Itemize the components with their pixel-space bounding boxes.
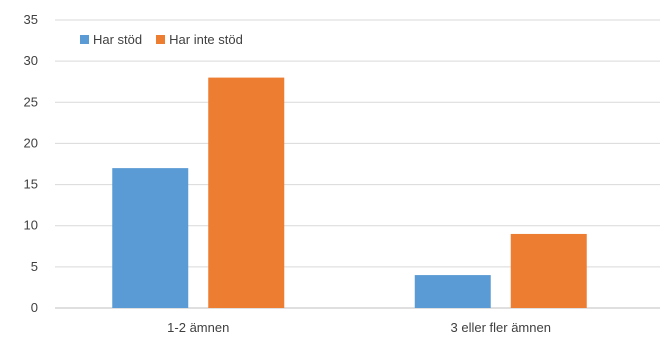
x-category-label-1: 3 eller fler ämnen	[451, 320, 551, 335]
legend-item-series-1: Har inte stöd	[156, 32, 243, 47]
legend-item-series-0: Har stöd	[80, 32, 142, 47]
x-category-label-0: 1-2 ämnen	[167, 320, 229, 335]
y-tick-label-20: 20	[24, 135, 38, 150]
legend-label-series-1: Har inte stöd	[169, 32, 243, 47]
bar-series-0-category-0	[112, 168, 189, 308]
y-tick-label-15: 15	[24, 177, 38, 192]
legend-label-series-0: Har stöd	[93, 32, 143, 47]
x-axis-category-labels: 1-2 ämnen 3 eller fler ämnen	[167, 320, 551, 335]
bars	[112, 77, 587, 308]
y-tick-label-10: 10	[24, 218, 38, 233]
y-tick-label-0: 0	[31, 300, 38, 315]
legend-swatch-series-1	[156, 35, 166, 44]
legend: Har stöd Har inte stöd	[80, 32, 243, 47]
bar-series-0-category-1	[414, 275, 491, 308]
y-tick-label-5: 5	[31, 259, 38, 274]
y-tick-label-30: 30	[24, 53, 38, 68]
bar-series-1-category-1	[510, 233, 587, 308]
legend-swatch-series-0	[80, 35, 89, 44]
y-tick-label-25: 25	[24, 94, 38, 109]
y-axis-tick-labels: 0 5 10 15 20 25 30 35	[24, 12, 38, 315]
bar-series-1-category-0	[208, 77, 285, 308]
y-tick-label-35: 35	[24, 12, 38, 27]
